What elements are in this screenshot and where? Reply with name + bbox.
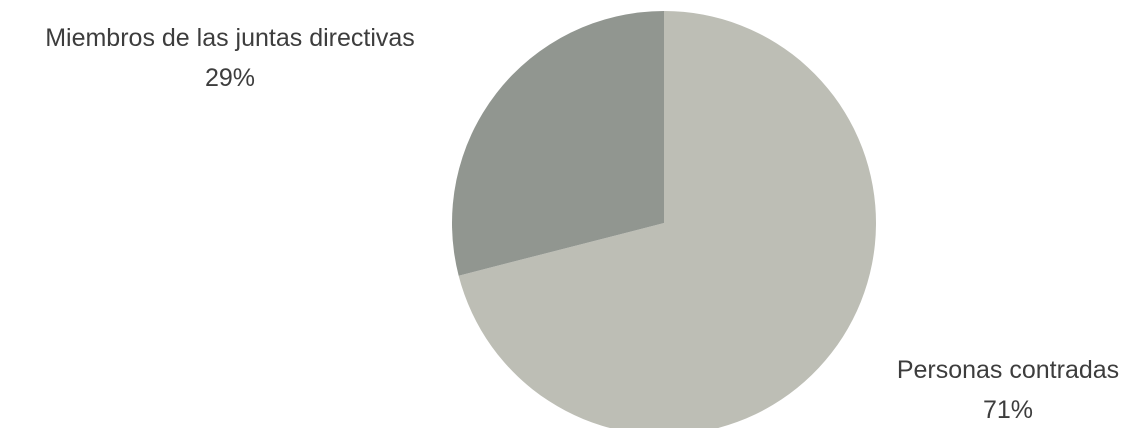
slice-label-personas: Personas contradas xyxy=(897,356,1119,384)
slice-value-miembros: 29% xyxy=(205,64,255,92)
slice-label-miembros: Miembros de las juntas directivas xyxy=(45,24,415,52)
pie-slice-personas xyxy=(458,11,876,428)
slice-label-group-miembros: Miembros de las juntas directivas 29% xyxy=(45,24,415,92)
pie-slices xyxy=(451,11,876,428)
slice-label-group-personas: Personas contradas 71% xyxy=(897,356,1119,424)
pie-slice-miembros xyxy=(451,11,664,276)
slice-value-personas: 71% xyxy=(983,396,1033,424)
